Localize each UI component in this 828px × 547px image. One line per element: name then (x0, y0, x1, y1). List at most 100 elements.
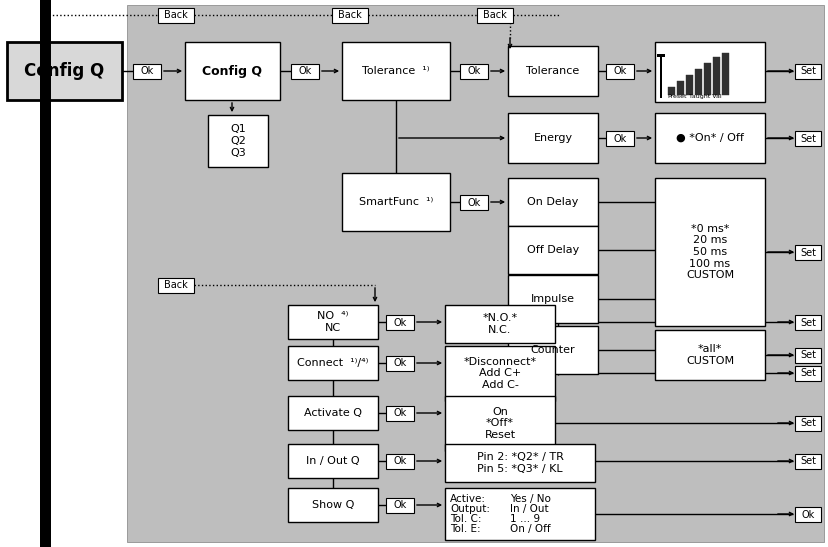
Bar (287, 346, 378, 380)
Text: Yes / No: Yes / No (509, 494, 551, 504)
Bar (460, 195, 488, 210)
Text: Config Q: Config Q (24, 62, 104, 80)
Text: On Delay: On Delay (527, 197, 578, 207)
Text: Ok: Ok (298, 67, 311, 77)
Text: Output:: Output: (450, 504, 489, 514)
Text: Ok: Ok (140, 67, 153, 77)
Text: In / Out: In / Out (509, 504, 548, 514)
Bar (185, 42, 280, 100)
Text: Ok: Ok (393, 317, 407, 328)
Text: SmartFunc  ¹⁾: SmartFunc ¹⁾ (359, 197, 432, 207)
Text: Back: Back (338, 10, 362, 20)
Text: Set: Set (799, 133, 815, 143)
Text: Off Delay: Off Delay (527, 245, 579, 255)
Text: ● *On* / Off: ● *On* / Off (676, 133, 743, 143)
Bar (386, 356, 413, 371)
Text: Tol. C:: Tol. C: (450, 514, 481, 524)
Text: Taught Val: Taught Val (689, 94, 721, 99)
Bar (508, 113, 597, 163)
Bar (794, 131, 820, 146)
Bar (508, 226, 597, 274)
Bar (676, 81, 683, 95)
Bar (445, 488, 595, 540)
Text: Ok: Ok (393, 358, 407, 369)
Bar (794, 348, 820, 363)
Text: Q1
Q2
Q3: Q1 Q2 Q3 (230, 124, 246, 158)
Bar (287, 396, 378, 430)
Bar (794, 454, 820, 469)
Text: Impulse: Impulse (531, 294, 575, 304)
Text: Ok: Ok (801, 509, 814, 520)
Text: Tolerance: Tolerance (526, 66, 579, 76)
Bar (460, 64, 488, 79)
Bar (694, 69, 701, 95)
Bar (794, 245, 820, 260)
Text: Ok: Ok (393, 501, 407, 510)
Text: Set: Set (799, 351, 815, 360)
Text: Preset: Preset (667, 94, 686, 99)
Bar (7, 42, 122, 100)
Text: *all*
CUSTOM: *all* CUSTOM (685, 344, 733, 366)
Bar (712, 57, 720, 95)
Text: Ok: Ok (467, 67, 480, 77)
Bar (342, 42, 450, 100)
Bar (654, 42, 764, 102)
Bar (667, 87, 674, 95)
Bar (208, 115, 267, 167)
Bar (158, 278, 194, 293)
Text: NO  ⁴⁾
NC: NO ⁴⁾ NC (317, 311, 349, 333)
Text: Set: Set (799, 457, 815, 467)
Bar (386, 454, 413, 469)
Text: Ok: Ok (613, 67, 626, 77)
Text: Counter: Counter (530, 345, 575, 355)
Text: Activate Q: Activate Q (304, 408, 362, 418)
Bar (721, 53, 728, 95)
Text: On / Off: On / Off (509, 524, 550, 534)
Bar (508, 178, 597, 226)
Bar (794, 416, 820, 431)
Bar (703, 63, 710, 95)
Text: *N.O.*
N.C.: *N.O.* N.C. (482, 313, 517, 335)
Bar (508, 275, 597, 323)
Text: 1 … 9: 1 … 9 (509, 514, 540, 524)
Bar (657, 54, 664, 57)
Text: Energy: Energy (532, 133, 572, 143)
Bar (659, 54, 662, 98)
Bar (287, 488, 378, 522)
Bar (291, 64, 319, 79)
Text: Config Q: Config Q (202, 65, 262, 78)
Bar (445, 346, 554, 401)
Bar (654, 330, 764, 380)
Text: Ok: Ok (613, 133, 626, 143)
Bar (386, 406, 413, 421)
Text: On
*Off*
Reset: On *Off* Reset (484, 407, 515, 440)
Bar (794, 64, 820, 79)
Text: Ok: Ok (393, 457, 407, 467)
Bar (331, 8, 368, 23)
Text: Tol. E:: Tol. E: (450, 524, 480, 534)
Text: Set: Set (799, 369, 815, 379)
Bar (445, 305, 554, 343)
Bar (654, 113, 764, 163)
Text: Back: Back (164, 281, 188, 290)
Text: Back: Back (483, 10, 506, 20)
Bar (386, 498, 413, 513)
Bar (386, 315, 413, 330)
Text: Tolerance  ¹⁾: Tolerance ¹⁾ (362, 66, 429, 76)
Bar (605, 64, 633, 79)
Bar (476, 8, 513, 23)
Text: *0 ms*
20 ms
50 ms
100 ms
CUSTOM: *0 ms* 20 ms 50 ms 100 ms CUSTOM (685, 224, 733, 280)
Bar (445, 444, 595, 482)
Bar (654, 178, 764, 326)
Bar (508, 326, 597, 374)
Bar (132, 64, 161, 79)
Text: Set: Set (799, 67, 815, 77)
Text: Show Q: Show Q (311, 500, 354, 510)
Bar (158, 8, 194, 23)
Bar (342, 173, 450, 231)
Bar (40, 0, 51, 547)
Text: Set: Set (799, 247, 815, 258)
Text: *Disconnect*
Add C+
Add C-: *Disconnect* Add C+ Add C- (463, 357, 536, 390)
Text: Connect  ¹⁾/⁴⁾: Connect ¹⁾/⁴⁾ (297, 358, 368, 368)
Bar (287, 444, 378, 478)
